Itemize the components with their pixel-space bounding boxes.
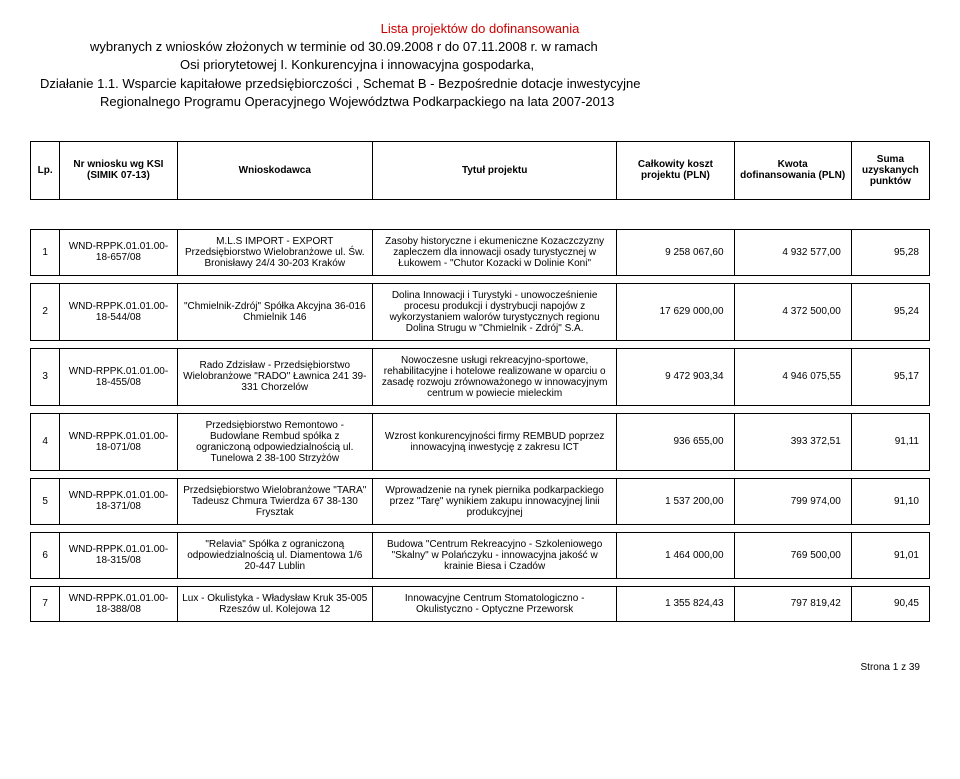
cell-sp: 95,17 (851, 348, 929, 405)
cell-nr: WND-RPPK.01.01.00-18-657/08 (60, 229, 177, 275)
spacer-row (31, 524, 930, 532)
cell-wn: "Relavia" Spółka z ograniczoną odpowiedz… (177, 532, 372, 578)
cell-nr: WND-RPPK.01.01.00-18-371/08 (60, 478, 177, 524)
col-lp: Lp. (31, 141, 60, 199)
document-header: Lista projektów do dofinansowania wybran… (30, 20, 930, 111)
col-sp: Suma uzyskanych punktów (851, 141, 929, 199)
cell-nr: WND-RPPK.01.01.00-18-544/08 (60, 283, 177, 340)
cell-lp: 2 (31, 283, 60, 340)
table-row: 5WND-RPPK.01.01.00-18-371/08Przedsiębior… (31, 478, 930, 524)
header-line-5: Regionalnego Programu Operacyjnego Wojew… (30, 93, 930, 111)
cell-ty: Nowoczesne usługi rekreacyjno-sportowe, … (373, 348, 617, 405)
col-kd: Kwota dofinansowania (PLN) (734, 141, 851, 199)
cell-kd: 4 372 500,00 (734, 283, 851, 340)
col-ty: Tytuł projektu (373, 141, 617, 199)
cell-wn: Przedsiębiorstwo Remontowo - Budowlane R… (177, 413, 372, 470)
cell-ty: Innowacyjne Centrum Stomatologiczno - Ok… (373, 586, 617, 621)
table-row: 6WND-RPPK.01.01.00-18-315/08"Relavia" Sp… (31, 532, 930, 578)
spacer-row (31, 199, 930, 229)
spacer-row (31, 275, 930, 283)
cell-ck: 1 464 000,00 (617, 532, 734, 578)
cell-kd: 769 500,00 (734, 532, 851, 578)
header-line-2: wybranych z wniosków złożonych w termini… (30, 38, 930, 56)
cell-sp: 91,11 (851, 413, 929, 470)
cell-ck: 17 629 000,00 (617, 283, 734, 340)
cell-ty: Dolina Innowacji i Turystyki - unowocześ… (373, 283, 617, 340)
cell-kd: 393 372,51 (734, 413, 851, 470)
cell-ty: Budowa "Centrum Rekreacyjno - Szkoleniow… (373, 532, 617, 578)
cell-lp: 7 (31, 586, 60, 621)
page-footer: Strona 1 z 39 (30, 662, 930, 673)
table-row: 7WND-RPPK.01.01.00-18-388/08Lux - Okulis… (31, 586, 930, 621)
cell-nr: WND-RPPK.01.01.00-18-315/08 (60, 532, 177, 578)
cell-nr: WND-RPPK.01.01.00-18-388/08 (60, 586, 177, 621)
spacer-row (31, 578, 930, 586)
cell-lp: 5 (31, 478, 60, 524)
table-row: 3WND-RPPK.01.01.00-18-455/08Rado Zdzisła… (31, 348, 930, 405)
cell-lp: 1 (31, 229, 60, 275)
cell-sp: 90,45 (851, 586, 929, 621)
cell-ck: 936 655,00 (617, 413, 734, 470)
spacer-row (31, 470, 930, 478)
cell-wn: Lux - Okulistyka - Władysław Kruk 35-005… (177, 586, 372, 621)
cell-sp: 95,24 (851, 283, 929, 340)
cell-ty: Zasoby historyczne i ekumeniczne Kozaczc… (373, 229, 617, 275)
cell-sp: 95,28 (851, 229, 929, 275)
table-row: 2WND-RPPK.01.01.00-18-544/08"Chmielnik-Z… (31, 283, 930, 340)
col-ck: Całkowity koszt projektu (PLN) (617, 141, 734, 199)
spacer-row (31, 405, 930, 413)
cell-ty: Wzrost konkurencyjności firmy REMBUD pop… (373, 413, 617, 470)
cell-ck: 9 472 903,34 (617, 348, 734, 405)
header-line-1: Lista projektów do dofinansowania (30, 20, 930, 38)
header-line-4: Działanie 1.1. Wsparcie kapitałowe przed… (30, 75, 930, 93)
col-wn: Wnioskodawca (177, 141, 372, 199)
cell-wn: "Chmielnik-Zdrój" Spółka Akcyjna 36-016 … (177, 283, 372, 340)
cell-kd: 797 819,42 (734, 586, 851, 621)
cell-wn: M.L.S IMPORT - EXPORT Przedsiębiorstwo W… (177, 229, 372, 275)
col-nr: Nr wniosku wg KSI (SIMIK 07-13) (60, 141, 177, 199)
cell-nr: WND-RPPK.01.01.00-18-071/08 (60, 413, 177, 470)
header-line-3: Osi priorytetowej I. Konkurencyjna i inn… (30, 56, 930, 74)
table-row: 1WND-RPPK.01.01.00-18-657/08M.L.S IMPORT… (31, 229, 930, 275)
cell-ck: 1 355 824,43 (617, 586, 734, 621)
cell-wn: Rado Zdzisław - Przedsiębiorstwo Wielobr… (177, 348, 372, 405)
cell-nr: WND-RPPK.01.01.00-18-455/08 (60, 348, 177, 405)
cell-lp: 3 (31, 348, 60, 405)
spacer-row (31, 340, 930, 348)
cell-sp: 91,01 (851, 532, 929, 578)
cell-kd: 799 974,00 (734, 478, 851, 524)
cell-kd: 4 946 075,55 (734, 348, 851, 405)
cell-sp: 91,10 (851, 478, 929, 524)
table-header-row: Lp. Nr wniosku wg KSI (SIMIK 07-13) Wnio… (31, 141, 930, 199)
cell-ck: 9 258 067,60 (617, 229, 734, 275)
cell-lp: 4 (31, 413, 60, 470)
cell-kd: 4 932 577,00 (734, 229, 851, 275)
projects-table: Lp. Nr wniosku wg KSI (SIMIK 07-13) Wnio… (30, 141, 930, 622)
table-row: 4WND-RPPK.01.01.00-18-071/08Przedsiębior… (31, 413, 930, 470)
cell-wn: Przedsiębiorstwo Wielobranżowe "TARA" Ta… (177, 478, 372, 524)
cell-ck: 1 537 200,00 (617, 478, 734, 524)
cell-lp: 6 (31, 532, 60, 578)
cell-ty: Wprowadzenie na rynek piernika podkarpac… (373, 478, 617, 524)
